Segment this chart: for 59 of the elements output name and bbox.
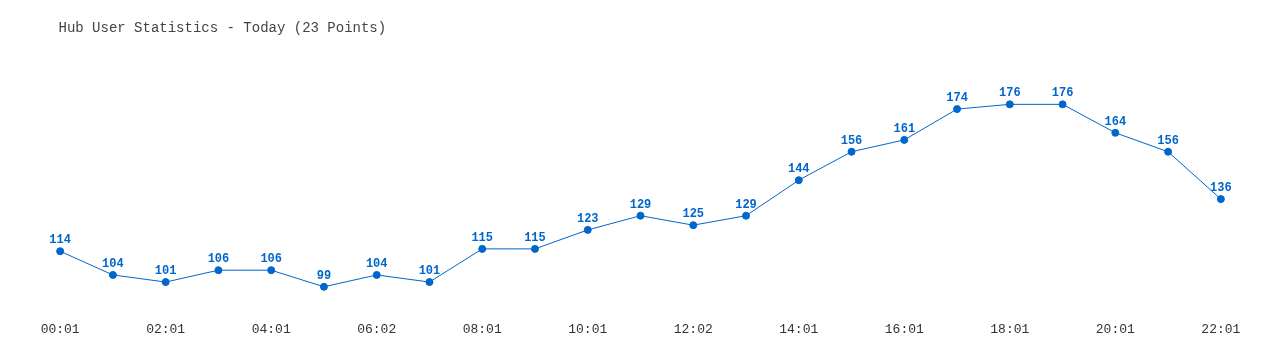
data-label: 129 xyxy=(629,197,652,212)
point xyxy=(953,105,962,114)
data-label: 136 xyxy=(1210,181,1232,196)
data-label: 156 xyxy=(1157,133,1179,148)
data-label: 99 xyxy=(316,268,332,283)
point xyxy=(1111,128,1120,137)
data-label: 115 xyxy=(471,230,494,245)
point xyxy=(689,221,698,230)
data-label: 115 xyxy=(524,230,546,245)
data-label: 176 xyxy=(1051,86,1074,101)
data-label: 161 xyxy=(893,121,916,136)
x-tick-label: 10:01 xyxy=(568,321,608,337)
data-label: 176 xyxy=(999,86,1021,101)
data-label: 106 xyxy=(260,252,282,267)
x-tick-label: 02:01 xyxy=(146,321,186,337)
point xyxy=(319,282,328,291)
data-label: 129 xyxy=(735,197,757,212)
data-label: 101 xyxy=(154,264,177,279)
point xyxy=(1164,147,1173,156)
point xyxy=(267,266,276,275)
x-tick-label: 20:01 xyxy=(1095,321,1136,337)
x-tick-label: 08:01 xyxy=(462,321,502,337)
point xyxy=(56,247,65,256)
x-tick-label: 22:01 xyxy=(1201,321,1241,337)
point xyxy=(478,244,487,253)
point xyxy=(530,244,539,253)
data-label: 164 xyxy=(1104,114,1127,129)
data-label: 144 xyxy=(787,162,810,177)
point xyxy=(161,278,170,287)
x-tick-label: 00:01 xyxy=(40,321,80,337)
data-label: 123 xyxy=(576,211,599,226)
data-label: 125 xyxy=(682,207,705,222)
point xyxy=(636,211,645,220)
x-tick-label: 18:01 xyxy=(990,321,1030,337)
point xyxy=(742,211,751,220)
point xyxy=(900,135,909,144)
point xyxy=(1005,100,1014,109)
data-label: 106 xyxy=(207,252,230,267)
data-label: 174 xyxy=(946,91,968,106)
x-tick-label: 04:01 xyxy=(251,321,291,337)
point xyxy=(214,266,223,275)
x-tick-label: 12:02 xyxy=(673,321,713,337)
data-label: 104 xyxy=(365,256,388,271)
x-tick-label: 14:01 xyxy=(779,321,819,337)
point xyxy=(1058,100,1067,109)
point xyxy=(847,147,856,156)
point xyxy=(583,225,592,234)
data-label: 114 xyxy=(49,233,71,248)
x-tick-label: 06:02 xyxy=(357,321,397,337)
data-label: 104 xyxy=(102,256,124,271)
point xyxy=(794,176,803,185)
x-tick-label: 16:01 xyxy=(884,321,924,337)
data-label: 101 xyxy=(418,264,441,279)
point xyxy=(1216,195,1225,204)
point xyxy=(372,270,381,279)
chart-title: Hub User Statistics - Today (23 Points) xyxy=(58,19,387,36)
data-label: 156 xyxy=(840,133,863,148)
point xyxy=(108,270,117,279)
point xyxy=(425,278,434,287)
